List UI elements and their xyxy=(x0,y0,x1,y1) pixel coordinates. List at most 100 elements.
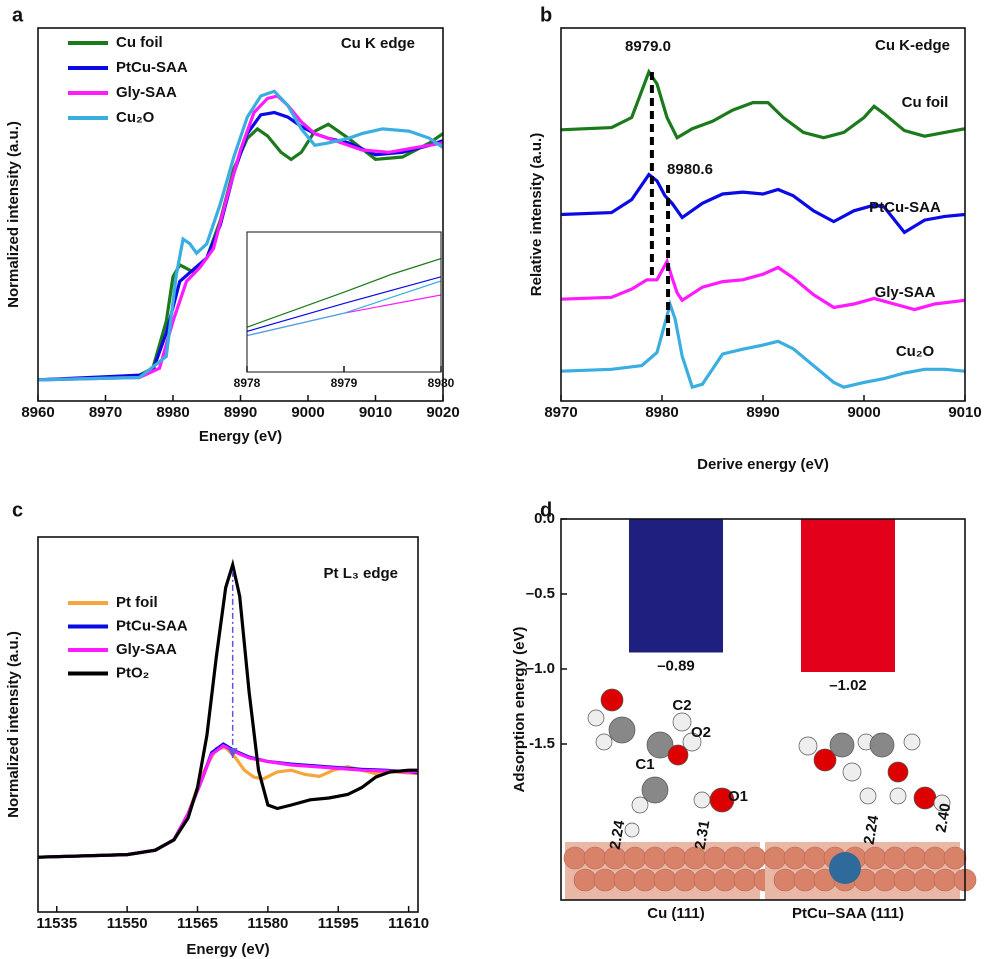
marker-label: 8979.0 xyxy=(625,38,671,55)
line-series xyxy=(38,122,443,382)
x-tick-label: 11535 xyxy=(36,915,77,932)
line-series xyxy=(561,68,965,140)
x-tick-label: 11580 xyxy=(247,915,288,932)
y-tick-label: -1.5 xyxy=(529,735,555,752)
cu-atom xyxy=(783,846,807,870)
annotation: O2 xyxy=(691,724,711,741)
molecule-atom xyxy=(608,716,636,744)
x-tick-label: 8970 xyxy=(544,404,577,421)
cu-atom xyxy=(673,868,697,892)
panel-letter: b xyxy=(540,4,552,26)
line-series xyxy=(247,276,441,332)
panel-letter: d xyxy=(540,499,552,521)
cu-atom xyxy=(583,846,607,870)
value-label: –0.89 xyxy=(657,657,695,674)
annotation: C2 xyxy=(672,697,691,714)
series-label: Cu₂O xyxy=(896,343,935,360)
plot-frame xyxy=(560,27,966,402)
cu-atom xyxy=(913,868,937,892)
chart-title: Cu K-edge xyxy=(875,37,950,54)
line-series xyxy=(38,94,443,382)
molecule-atom xyxy=(646,731,674,759)
molecule-atom xyxy=(600,688,624,712)
molecule-atom xyxy=(869,732,895,758)
x-axis-label: Derive energy (eV) xyxy=(697,456,829,473)
annotation: 2.40 xyxy=(933,802,955,834)
x-tick-label: 8990 xyxy=(224,404,257,421)
y-tick-label: –1.0 xyxy=(526,660,555,677)
x-tick-label: 11565 xyxy=(177,915,218,932)
value-label: –1.02 xyxy=(829,677,867,694)
cu-atom xyxy=(893,868,917,892)
cu-atom xyxy=(623,846,647,870)
plot-frame xyxy=(246,231,442,373)
cu-atom xyxy=(743,846,767,870)
x-tick-label: Cu (111) xyxy=(647,905,705,922)
molecule-atom xyxy=(641,776,669,804)
cu-atom xyxy=(883,846,907,870)
annotation: 2.31 xyxy=(692,819,714,851)
cu-atom xyxy=(693,868,717,892)
cu-atom xyxy=(653,868,677,892)
plot-frame xyxy=(37,536,419,913)
cu-atom xyxy=(903,846,927,870)
cu-atom xyxy=(723,846,747,870)
x-tick-label: 9010 xyxy=(359,404,392,421)
cu-atom xyxy=(773,868,797,892)
x-tick-label: 8980 xyxy=(156,404,189,421)
cu-atom xyxy=(593,868,617,892)
cu-atom xyxy=(863,846,887,870)
bar xyxy=(801,519,895,672)
cu-atom xyxy=(793,868,817,892)
cu-atom xyxy=(663,846,687,870)
legend-label: PtCu-SAA xyxy=(116,617,188,634)
molecule-atom xyxy=(672,712,692,732)
chart-title: Cu K edge xyxy=(341,35,415,52)
annotation: O1 xyxy=(728,788,748,805)
y-tick-label: –0.5 xyxy=(526,585,555,602)
legend-label: Pt foil xyxy=(116,594,158,611)
y-axis-label: Normalized intensity (a.u.) xyxy=(5,631,22,818)
y-axis-label: Normalized intensity (a.u.) xyxy=(5,121,22,308)
series-label: Gly-SAA xyxy=(875,284,936,301)
line-series xyxy=(38,89,443,382)
line-series xyxy=(561,172,965,235)
panel-letter: a xyxy=(12,4,24,26)
legend-label: Gly-SAA xyxy=(116,84,177,101)
y-tick-label: 0.0 xyxy=(534,510,555,527)
molecule-atom xyxy=(933,794,951,812)
cu-atom xyxy=(933,868,957,892)
molecule-atom xyxy=(842,762,862,782)
x-tick-label: 8970 xyxy=(89,404,122,421)
x-tick-label: 8980 xyxy=(645,404,678,421)
line-series xyxy=(561,298,965,390)
molecule-atom xyxy=(859,787,877,805)
y-axis-label: Adsorption energy (eV) xyxy=(511,627,528,793)
line-series xyxy=(38,558,418,859)
x-tick-label: 11610 xyxy=(388,915,429,932)
panel-letter: c xyxy=(12,499,23,521)
molecule-atom xyxy=(798,736,818,756)
molecule-atom xyxy=(667,744,689,766)
molecule-atom xyxy=(709,787,735,813)
molecule-atom xyxy=(595,733,613,751)
line-series xyxy=(247,258,441,328)
molecule-atom xyxy=(887,761,909,783)
molecule-atom xyxy=(682,732,702,752)
x-tick-label: 11595 xyxy=(318,915,359,932)
x-tick-label: 8980 xyxy=(428,376,455,390)
cu-atom xyxy=(763,846,787,870)
cu-atom xyxy=(613,868,637,892)
y-axis-label: Relative intensity (a.u.) xyxy=(528,133,545,296)
inset-background xyxy=(247,232,441,372)
x-tick-label: 9000 xyxy=(847,404,880,421)
molecule-atom xyxy=(829,732,855,758)
line-series xyxy=(561,257,965,312)
legend-label: Cu foil xyxy=(116,34,163,51)
molecule-atom xyxy=(913,786,937,810)
marker-label: 8980.6 xyxy=(667,161,713,178)
annotation: 2.24 xyxy=(861,813,883,845)
molecule-atom xyxy=(903,733,921,751)
x-axis-label: Energy (eV) xyxy=(186,941,269,958)
